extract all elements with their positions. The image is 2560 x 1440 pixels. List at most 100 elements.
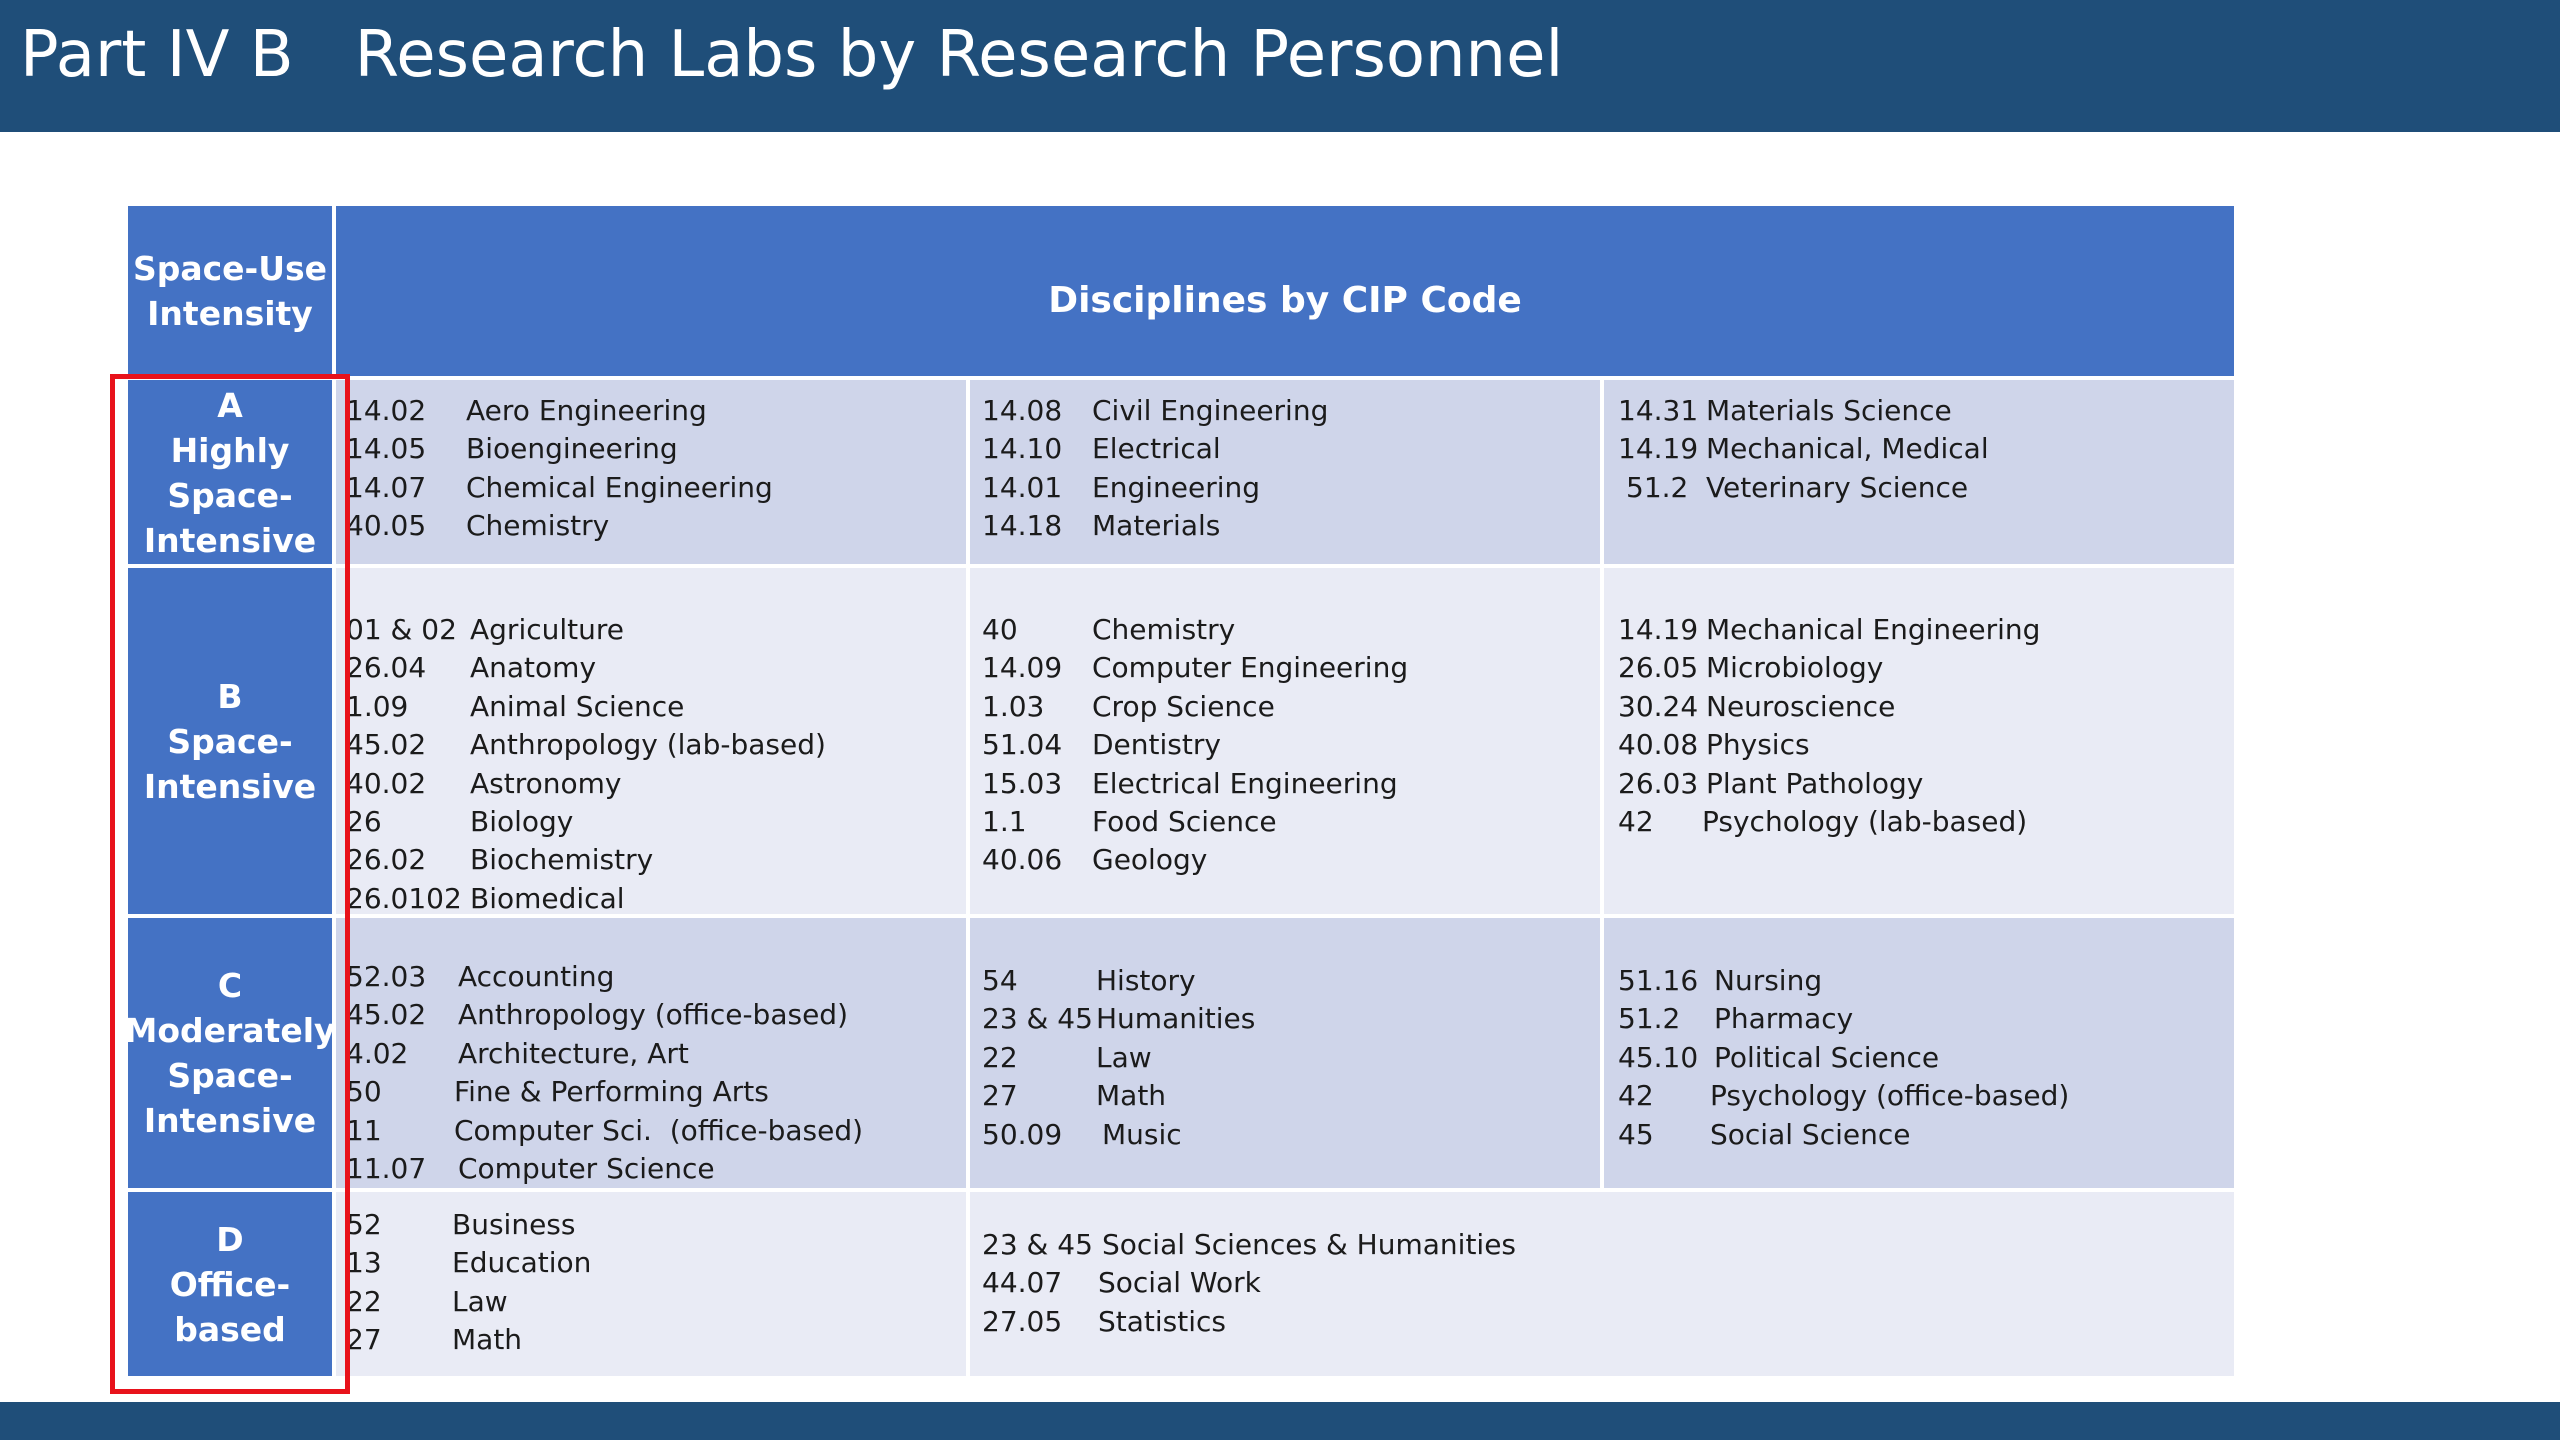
cip-code: 14.01 bbox=[982, 470, 1063, 504]
cip-code: 1.03 bbox=[982, 689, 1045, 723]
discipline-name: Astronomy bbox=[470, 766, 622, 800]
list-item: 14.05 Bioengineering bbox=[346, 430, 966, 468]
cip-code: 26.02 bbox=[346, 843, 427, 877]
discipline-name: Social Sciences & Humanities bbox=[1102, 1228, 1517, 1261]
list-item: 40.02 Astronomy bbox=[346, 765, 966, 803]
discipline-name: Agriculture bbox=[470, 613, 624, 646]
discipline-name: Geology bbox=[1092, 843, 1208, 877]
cip-code: 23 & 45 bbox=[982, 1228, 1093, 1261]
discipline-name: Psychology (office-based) bbox=[1710, 1079, 2070, 1113]
list-item: 30.24 Neuroscience bbox=[1618, 688, 2234, 726]
slide-title: Part IV B Research Labs by Research Pers… bbox=[20, 18, 1564, 92]
discipline-name: Dentistry bbox=[1092, 728, 1221, 762]
list-item: 22 Law bbox=[346, 1283, 966, 1321]
list-item: 13 Education bbox=[346, 1244, 966, 1282]
disciplines-d-col1: 52 Business 13 Education 22 Law 27 Math bbox=[336, 1192, 966, 1376]
list-item: 14.09 Computer Engineering bbox=[982, 649, 1600, 687]
list-item: 11 Computer Sci. (office-based) bbox=[346, 1112, 966, 1150]
list-item: 14.10 Electrical bbox=[982, 430, 1600, 468]
discipline-name: Mechanical, Medical bbox=[1706, 432, 1989, 466]
discipline-name: Computer Sci. (office-based) bbox=[454, 1113, 864, 1147]
cip-code: 11.07 bbox=[346, 1152, 427, 1186]
cip-code: 40 bbox=[982, 613, 1018, 646]
list-item: 26.03 Plant Pathology bbox=[1618, 765, 2234, 803]
discipline-name: Architecture, Art bbox=[458, 1036, 689, 1070]
list-item: 14.02 Aero Engineering bbox=[346, 392, 966, 430]
cip-code: 15.03 bbox=[982, 766, 1063, 800]
discipline-name: Microbiology bbox=[1706, 651, 1884, 685]
category-label: Moderately Space- Intensive bbox=[124, 1011, 336, 1140]
list-item: 51.16 Nursing bbox=[1618, 962, 2234, 1000]
discipline-name: Math bbox=[452, 1323, 523, 1357]
discipline-name: Fine & Performing Arts bbox=[454, 1075, 769, 1109]
list-item: 26.05 Microbiology bbox=[1618, 649, 2234, 687]
list-item: 50 Fine & Performing Arts bbox=[346, 1073, 966, 1111]
category-label: Office- based bbox=[169, 1264, 291, 1349]
discipline-name: Biology bbox=[470, 805, 574, 839]
header-disciplines-label: Disciplines by CIP Code bbox=[1048, 279, 1522, 321]
cip-code: 26.04 bbox=[346, 651, 427, 685]
category-b: B Space- Intensive bbox=[128, 568, 332, 914]
cip-code: 26.05 bbox=[1618, 651, 1699, 685]
list-item: 26.04 Anatomy bbox=[346, 649, 966, 687]
list-item: 45.02 Anthropology (office-based) bbox=[346, 996, 966, 1034]
cip-code: 51.2 bbox=[1626, 470, 1689, 504]
list-item: 40.05 Chemistry bbox=[346, 507, 966, 545]
cip-code: 40.05 bbox=[346, 509, 427, 543]
header-space-use-intensity: Space-Use Intensity bbox=[128, 206, 332, 376]
discipline-name: Computer Science bbox=[458, 1152, 715, 1186]
discipline-name: Anthropology (lab-based) bbox=[470, 728, 826, 762]
disciplines-a-col1: 14.02 Aero Engineering 14.05 Bioengineerin… bbox=[336, 380, 966, 564]
discipline-name: Physics bbox=[1706, 728, 1810, 762]
cip-code: 51.16 bbox=[1618, 964, 1699, 997]
cip-code: 40.02 bbox=[346, 766, 427, 800]
cip-code: 14.07 bbox=[346, 470, 427, 504]
cip-code: 27 bbox=[982, 1079, 1018, 1113]
list-item: 42 Psychology (lab-based) bbox=[1618, 803, 2234, 841]
list-item: 1.09 Animal Science bbox=[346, 688, 966, 726]
cip-code: 23 & 45 bbox=[982, 1002, 1093, 1036]
discipline-name: Chemistry bbox=[466, 509, 610, 543]
cip-code: 50.09 bbox=[982, 1117, 1063, 1151]
discipline-name: History bbox=[1096, 964, 1196, 997]
discipline-name: Civil Engineering bbox=[1092, 394, 1329, 427]
title-bar: Part IV B Research Labs by Research Pers… bbox=[0, 0, 2560, 132]
discipline-name: Biochemistry bbox=[470, 843, 654, 877]
discipline-name: Food Science bbox=[1092, 805, 1277, 839]
discipline-name: Music bbox=[1102, 1117, 1182, 1151]
footer-bar bbox=[0, 1402, 2560, 1440]
discipline-name: Chemistry bbox=[1092, 613, 1236, 646]
discipline-name: Humanities bbox=[1096, 1002, 1256, 1036]
list-item: 14.18 Materials bbox=[982, 507, 1600, 545]
discipline-name: Accounting bbox=[458, 960, 615, 993]
cip-code: 14.10 bbox=[982, 432, 1063, 466]
discipline-name: Pharmacy bbox=[1714, 1002, 1854, 1036]
discipline-name: Nursing bbox=[1714, 964, 1823, 997]
list-item: 27 Math bbox=[982, 1077, 1600, 1115]
list-item: 27 Math bbox=[346, 1321, 966, 1359]
list-item: 51.04 Dentistry bbox=[982, 726, 1600, 764]
list-item: 40 Chemistry bbox=[982, 611, 1600, 649]
list-item: 45 Social Science bbox=[1618, 1116, 2234, 1154]
list-item: 44.07 Social Work bbox=[982, 1264, 2234, 1302]
discipline-name: Education bbox=[452, 1246, 592, 1280]
list-item: 40.06 Geology bbox=[982, 841, 1600, 879]
cip-code: 45.02 bbox=[346, 998, 427, 1032]
list-item: 01 & 02 Agriculture bbox=[346, 611, 966, 649]
category-letter: A bbox=[217, 386, 243, 425]
disciplines-b-col2: 40 Chemistry 14.09 Computer Engineering 1.… bbox=[970, 568, 1600, 914]
discipline-name: Computer Engineering bbox=[1092, 651, 1409, 685]
list-item: 40.08 Physics bbox=[1618, 726, 2234, 764]
cip-code: 51.04 bbox=[982, 728, 1063, 762]
discipline-name: Political Science bbox=[1714, 1040, 1940, 1074]
list-item: 14.19 Mechanical Engineering bbox=[1618, 611, 2234, 649]
list-item: 4.02 Architecture, Art bbox=[346, 1035, 966, 1073]
list-item: 14.07 Chemical Engineering bbox=[346, 469, 966, 507]
disciplines-c-col3: 51.16 Nursing 51.2 Pharmacy 45.10 Political… bbox=[1604, 918, 2234, 1188]
discipline-name: Anthropology (office-based) bbox=[458, 998, 849, 1032]
cip-code: 4.02 bbox=[346, 1036, 409, 1070]
list-item: 50.09 Music bbox=[982, 1116, 1600, 1154]
cip-code: 1.1 bbox=[982, 805, 1027, 839]
cip-code: 45 bbox=[1618, 1117, 1654, 1151]
list-item: 52 Business bbox=[346, 1206, 966, 1244]
